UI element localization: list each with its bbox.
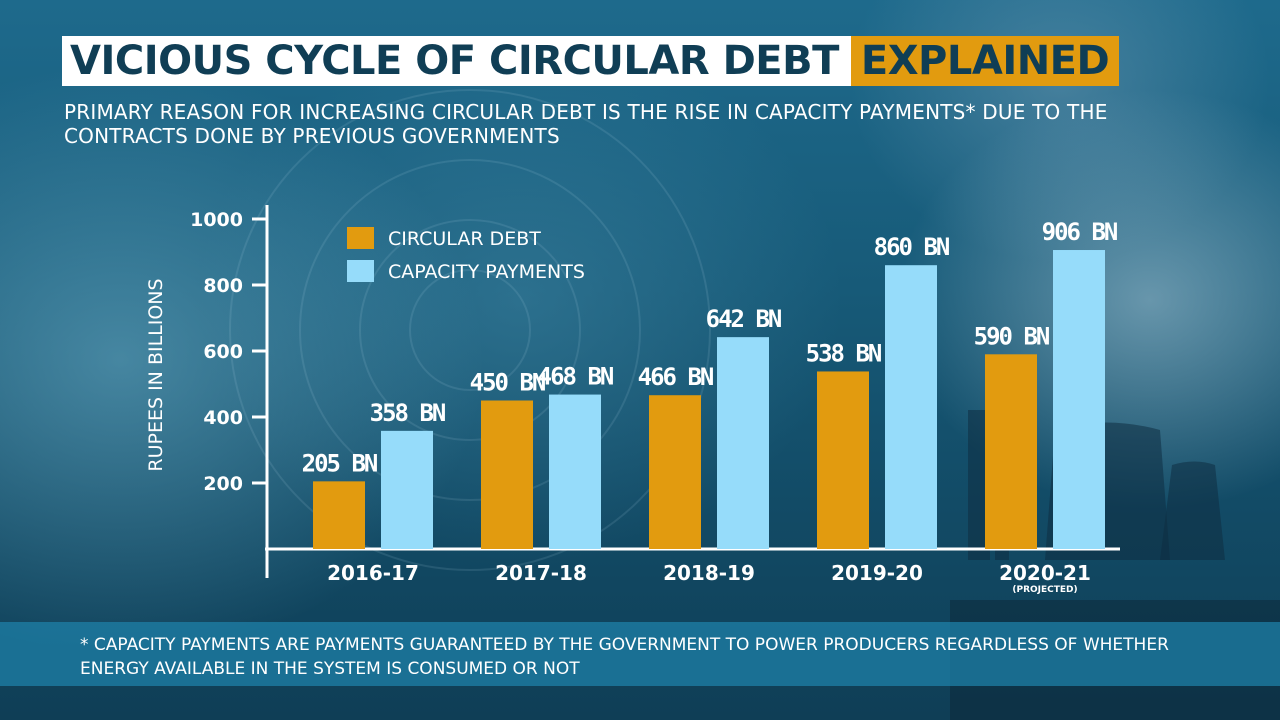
x-tick-label: 2019-20 xyxy=(831,561,923,585)
y-tick-label: 400 xyxy=(203,407,243,429)
x-tick-label: 2016-17 xyxy=(327,561,419,585)
y-tick-label: 800 xyxy=(203,275,243,297)
bar-circular-debt xyxy=(817,371,869,549)
footnote-band xyxy=(0,622,1280,686)
x-tick-label: 2020-21 xyxy=(999,561,1091,585)
data-label: 468 BN xyxy=(538,363,614,391)
y-tick-label: 1000 xyxy=(190,209,243,231)
data-label: 358 BN xyxy=(370,399,446,427)
bar-circular-debt xyxy=(649,395,701,549)
title-bar: VICIOUS CYCLE OF CIRCULAR DEBT EXPLAINED xyxy=(62,36,1120,86)
y-tick-label: 600 xyxy=(203,341,243,363)
data-label: 860 BN xyxy=(874,233,950,261)
data-label: 590 BN xyxy=(974,322,1050,350)
x-tick-note: (PROJECTED) xyxy=(1012,585,1077,595)
bar-capacity-payments xyxy=(549,394,601,549)
legend-swatch xyxy=(347,260,374,282)
x-tick-label: 2018-19 xyxy=(663,561,755,585)
bar-circular-debt xyxy=(481,400,533,549)
title-accent: EXPLAINED xyxy=(850,36,1120,86)
bar-capacity-payments xyxy=(1053,250,1105,549)
data-label: 450 BN xyxy=(470,369,546,397)
data-label: 466 BN xyxy=(638,363,714,391)
bar-circular-debt xyxy=(985,354,1037,549)
x-tick-label: 2017-18 xyxy=(495,561,587,585)
data-label: 205 BN xyxy=(302,449,378,477)
bar-capacity-payments xyxy=(381,430,433,549)
legend-swatch xyxy=(347,227,374,249)
y-axis-label: RUPEES IN BILLIONS xyxy=(145,278,167,471)
data-label: 538 BN xyxy=(806,339,882,367)
footnote: * CAPACITY PAYMENTS ARE PAYMENTS GUARANT… xyxy=(80,635,1169,679)
y-tick-label: 200 xyxy=(203,473,243,495)
bar-circular-debt xyxy=(313,481,365,549)
data-label: 906 BN xyxy=(1042,218,1118,246)
legend-label: CIRCULAR DEBT xyxy=(388,228,541,250)
legend-label: CAPACITY PAYMENTS xyxy=(388,261,585,283)
page-title: VICIOUS CYCLE OF CIRCULAR DEBT xyxy=(62,36,851,86)
bar-capacity-payments xyxy=(717,337,769,549)
subtitle: PRIMARY REASON FOR INCREASING CIRCULAR D… xyxy=(64,100,1108,148)
bar-capacity-payments xyxy=(885,265,937,549)
data-label: 642 BN xyxy=(706,305,782,333)
